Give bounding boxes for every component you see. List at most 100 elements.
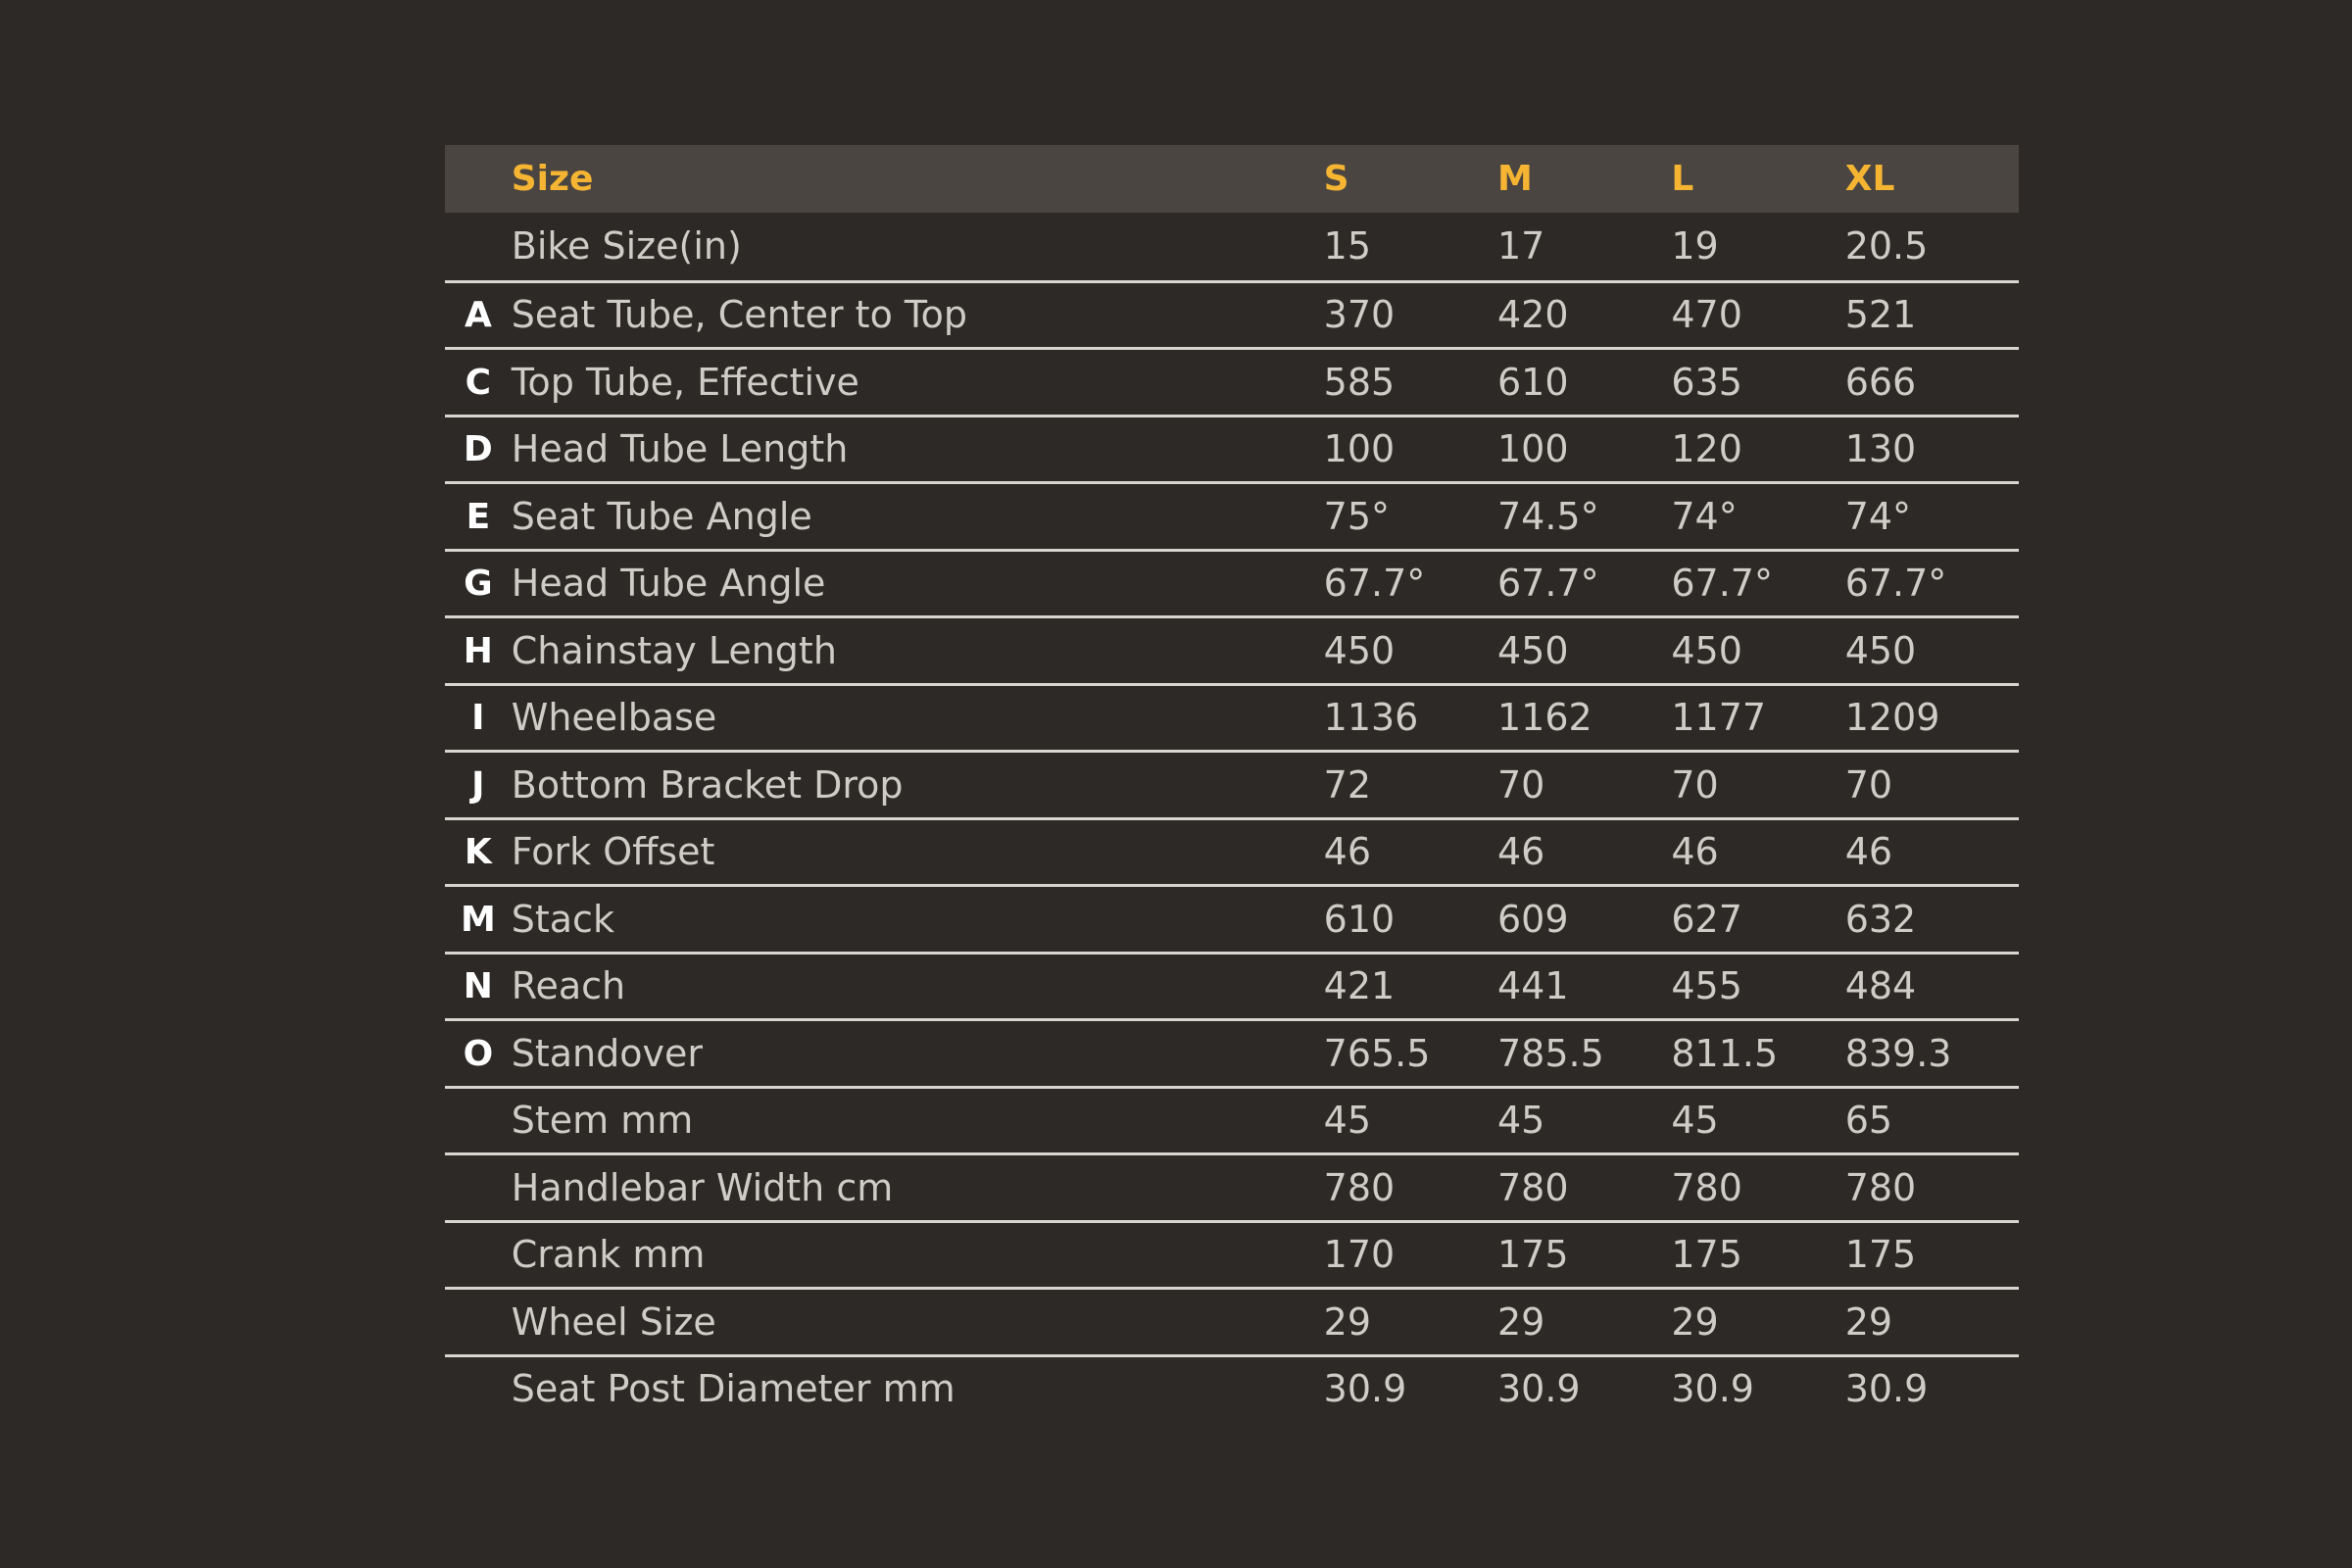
row-value-m: 17 <box>1497 224 1545 269</box>
row-value-xl: 632 <box>1844 897 1917 941</box>
row-value-l: 30.9 <box>1671 1367 1754 1411</box>
row-value-xl: 175 <box>1844 1233 1917 1277</box>
row-label: Bottom Bracket Drop <box>511 762 904 807</box>
table-body: Bike Size(in) 15 17 19 20.5 A Seat Tube, Cente… <box>445 213 2019 1421</box>
row-letter <box>445 1253 512 1255</box>
row-letter <box>445 1119 512 1121</box>
table-header: Size S M L XL <box>445 145 2019 213</box>
row-value-s: 67.7° <box>1323 562 1426 606</box>
row-value-s: 421 <box>1323 964 1396 1008</box>
row-value-s: 15 <box>1323 224 1372 269</box>
row-value-s: 30.9 <box>1323 1367 1407 1411</box>
row-letter: M <box>460 899 496 940</box>
row-value-l: 627 <box>1671 897 1742 941</box>
row-value-l: 635 <box>1671 360 1742 404</box>
table-row: Wheel Size 29 29 29 29 <box>445 1287 2019 1354</box>
row-label: Bike Size(in) <box>511 224 742 269</box>
row-value-xl: 29 <box>1844 1299 1893 1344</box>
row-value-s: 585 <box>1323 360 1396 404</box>
row-label: Wheelbase <box>511 696 717 740</box>
row-label: Seat Tube Angle <box>511 494 812 538</box>
table-row: H Chainstay Length 450 450 450 450 <box>445 615 2019 683</box>
row-value-s: 29 <box>1323 1299 1372 1344</box>
row-value-m: 46 <box>1497 830 1545 874</box>
row-value-xl: 30.9 <box>1844 1367 1929 1411</box>
row-letter: A <box>464 295 492 336</box>
row-value-s: 45 <box>1323 1099 1372 1143</box>
row-value-xl: 20.5 <box>1844 224 1929 269</box>
row-value-s: 370 <box>1323 293 1396 337</box>
row-letter: K <box>464 832 492 873</box>
row-value-l: 780 <box>1671 1165 1742 1209</box>
row-value-xl: 67.7° <box>1844 562 1947 606</box>
table-row: N Reach 421 441 455 484 <box>445 951 2019 1019</box>
table-row: A Seat Tube, Center to Top 370 420 470 521 <box>445 279 2019 348</box>
row-value-s: 1136 <box>1323 696 1419 740</box>
row-value-m: 100 <box>1497 427 1569 471</box>
row-letter: I <box>471 698 485 739</box>
row-value-l: 455 <box>1671 964 1742 1008</box>
row-label: Reach <box>511 964 626 1008</box>
row-value-m: 70 <box>1497 762 1545 807</box>
row-value-xl: 780 <box>1844 1165 1917 1209</box>
row-value-xl: 1209 <box>1844 696 1940 740</box>
row-value-m: 420 <box>1497 293 1569 337</box>
row-value-xl: 65 <box>1844 1099 1893 1143</box>
header-size-l: L <box>1671 158 1694 199</box>
row-value-l: 46 <box>1671 830 1719 874</box>
row-letter: G <box>464 564 493 605</box>
table-row: M Stack 610 609 627 632 <box>445 884 2019 952</box>
row-value-xl: 450 <box>1844 628 1917 672</box>
row-value-l: 70 <box>1671 762 1719 807</box>
table-row: I Wheelbase 1136 1162 1177 1209 <box>445 682 2019 751</box>
row-letter <box>445 245 512 247</box>
row-label: Head Tube Length <box>511 427 849 471</box>
row-value-m: 45 <box>1497 1099 1545 1143</box>
row-label: Top Tube, Effective <box>511 360 859 404</box>
row-value-s: 100 <box>1323 427 1396 471</box>
row-value-m: 67.7° <box>1497 562 1599 606</box>
row-label: Chainstay Length <box>511 628 837 672</box>
row-label: Crank mm <box>511 1233 706 1277</box>
table-row: D Head Tube Length 100 100 120 130 <box>445 414 2019 482</box>
row-value-l: 470 <box>1671 293 1742 337</box>
row-letter <box>445 1321 512 1323</box>
row-value-m: 441 <box>1497 964 1569 1008</box>
table-row: E Seat Tube Angle 75° 74.5° 74° 74° <box>445 481 2019 549</box>
row-label: Standover <box>511 1031 704 1075</box>
row-label: Stack <box>511 897 614 941</box>
row-value-l: 120 <box>1671 427 1742 471</box>
row-value-l: 74° <box>1671 494 1738 538</box>
row-value-m: 785.5 <box>1497 1031 1604 1075</box>
row-value-xl: 521 <box>1844 293 1917 337</box>
row-value-xl: 666 <box>1844 360 1917 404</box>
row-value-xl: 74° <box>1844 494 1912 538</box>
row-value-xl: 130 <box>1844 427 1917 471</box>
header-size-m: M <box>1497 158 1533 199</box>
row-letter: J <box>471 764 485 806</box>
header-size-xl: XL <box>1844 158 1895 199</box>
row-value-xl: 839.3 <box>1844 1031 1952 1075</box>
table-row: O Standover 765.5 785.5 811.5 839.3 <box>445 1018 2019 1086</box>
row-value-l: 19 <box>1671 224 1719 269</box>
row-value-m: 610 <box>1497 360 1569 404</box>
row-value-m: 30.9 <box>1497 1367 1581 1411</box>
row-label: Handlebar Width cm <box>511 1165 894 1209</box>
row-label: Wheel Size <box>511 1299 716 1344</box>
row-value-xl: 70 <box>1844 762 1893 807</box>
header-size-label: Size <box>511 158 594 199</box>
row-value-m: 1162 <box>1497 696 1592 740</box>
row-label: Seat Tube, Center to Top <box>511 293 968 337</box>
row-letter: H <box>463 630 493 671</box>
row-label: Head Tube Angle <box>511 562 826 606</box>
row-letter <box>445 1388 512 1390</box>
row-letter: C <box>465 362 492 403</box>
header-letter-cell <box>445 178 512 180</box>
table-row: K Fork Offset 46 46 46 46 <box>445 816 2019 885</box>
row-value-m: 29 <box>1497 1299 1545 1344</box>
row-value-m: 175 <box>1497 1233 1569 1277</box>
geometry-table: Size S M L XL Bike Size(in) 15 17 19 20.5 A Se… <box>445 145 2019 1421</box>
row-letter <box>445 1187 512 1189</box>
row-value-l: 175 <box>1671 1233 1742 1277</box>
row-value-l: 450 <box>1671 628 1742 672</box>
